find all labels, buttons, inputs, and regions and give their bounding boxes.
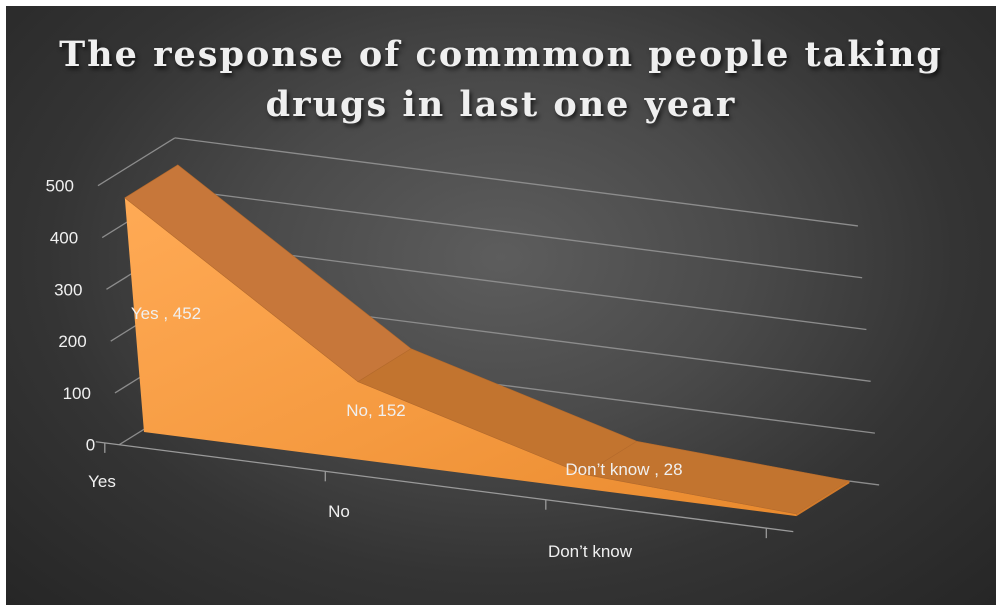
gridline-300	[183, 240, 867, 331]
data-label: No, 152	[346, 401, 406, 420]
data-label: Don’t know , 28	[565, 460, 682, 479]
y-tick-label: 300	[54, 280, 82, 299]
gridline-400	[178, 189, 863, 279]
x-axis-line	[95, 441, 794, 533]
chart-plot-area: 0 100 200 300 400 500 Yes No Don’t know Yes , 45…	[46, 137, 880, 561]
chart-title: The response of commmon people taking dr…	[6, 30, 996, 130]
y-tick-label: 100	[63, 384, 91, 403]
axes: 0 100 200 300 400 500 Yes No Don’t know	[46, 177, 794, 561]
y-tick-label: 200	[58, 332, 86, 351]
y-tick-label: 500	[46, 177, 74, 196]
chart-frame: The response of commmon people taking dr…	[6, 6, 996, 605]
chart-title-line-2: drugs in last one year	[265, 84, 737, 125]
gridline-500	[174, 137, 858, 227]
x-tick-label: No	[328, 502, 350, 521]
data-labels: Yes , 452 No, 152 Don’t know , 28	[131, 304, 683, 479]
area-front-face	[124, 197, 797, 517]
area-end-cap	[796, 480, 850, 517]
x-tick-label: Don’t know	[548, 542, 633, 561]
y-tick-label: 400	[50, 229, 78, 248]
chart-title-line-1: The response of commmon people taking	[59, 34, 943, 75]
gridline-side-500	[97, 137, 176, 187]
area-series	[124, 164, 851, 517]
y-tick-label: 0	[86, 436, 95, 455]
x-tick-label: Yes	[88, 472, 116, 491]
data-label: Yes , 452	[131, 304, 201, 323]
